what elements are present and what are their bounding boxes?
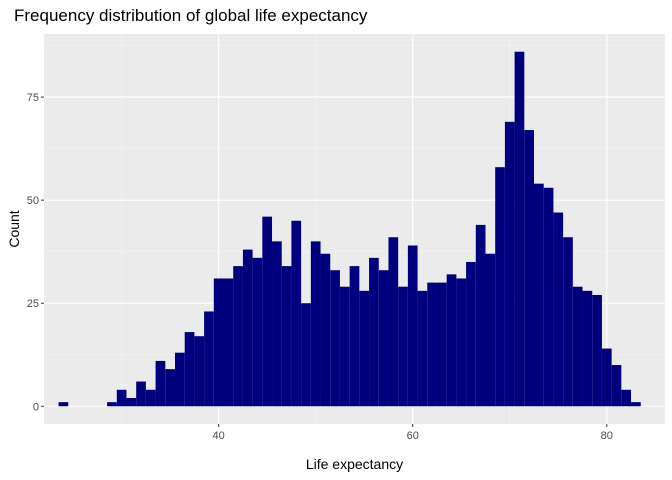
- histogram-bar: [466, 261, 476, 407]
- histogram-bar: [136, 381, 146, 407]
- histogram-bar: [456, 278, 467, 407]
- y-tick-label: 50: [27, 195, 39, 207]
- histogram-bar: [436, 282, 447, 407]
- histogram-bar: [145, 389, 156, 407]
- histogram-bar: [155, 360, 166, 407]
- histogram-bar: [485, 253, 496, 407]
- x-axis-ticks: 40 60 80: [213, 424, 613, 442]
- histogram-bar: [204, 311, 214, 407]
- histogram-bar: [601, 348, 612, 407]
- histogram-bar: [194, 336, 205, 407]
- histogram-bar: [242, 249, 253, 407]
- histogram-bar: [291, 220, 302, 407]
- histogram-bar: [184, 332, 195, 407]
- histogram-bar: [233, 266, 243, 407]
- chart-title: Frequency distribution of global life ex…: [14, 6, 368, 25]
- histogram-bar: [301, 303, 311, 407]
- histogram-bar: [126, 398, 137, 407]
- y-axis-title: Count: [6, 210, 22, 247]
- histogram-bar: [359, 290, 370, 407]
- histogram-bar: [213, 278, 224, 407]
- histogram-bar: [349, 266, 360, 407]
- histogram-bar: [504, 121, 515, 407]
- histogram-bar: [417, 290, 428, 407]
- histogram-bar: [339, 286, 350, 407]
- histogram-bar: [223, 278, 234, 407]
- histogram-bar: [553, 212, 564, 407]
- histogram-bar: [378, 270, 389, 407]
- histogram-bar: [272, 241, 282, 407]
- histogram-bar: [495, 167, 505, 407]
- bars: [58, 51, 641, 407]
- histogram-bar: [310, 241, 321, 407]
- histogram-bar: [582, 290, 593, 407]
- y-tick-label: 75: [27, 92, 39, 104]
- histogram-bar: [543, 187, 554, 407]
- histogram-bar: [534, 183, 544, 407]
- histogram-bar: [116, 389, 127, 407]
- histogram-bar: [281, 266, 292, 407]
- histogram-bar: [369, 257, 379, 407]
- histogram-bar: [572, 286, 583, 407]
- y-tick-label: 0: [33, 401, 39, 413]
- histogram-bar: [252, 257, 263, 407]
- histogram-bar: [398, 286, 408, 407]
- histogram-bar: [107, 402, 117, 407]
- histogram-bar: [563, 237, 573, 407]
- histogram-bar: [475, 224, 486, 407]
- histogram-bar: [592, 294, 602, 407]
- x-tick-label: 40: [213, 430, 225, 442]
- histogram-bar: [611, 365, 622, 407]
- histogram-bar: [407, 245, 418, 407]
- histogram-bar: [165, 369, 175, 407]
- histogram-bar: [320, 253, 331, 407]
- histogram-bar: [524, 130, 535, 407]
- histogram-bar: [330, 270, 340, 407]
- histogram-bar: [427, 282, 437, 407]
- histogram-bar: [262, 216, 273, 407]
- histogram-bar: [631, 402, 641, 407]
- x-axis-title: Life expectancy: [306, 456, 403, 472]
- histogram-bar: [388, 237, 399, 407]
- x-tick-label: 80: [601, 430, 613, 442]
- y-tick-label: 25: [27, 298, 39, 310]
- histogram-bar: [174, 352, 185, 407]
- histogram-bar: [621, 389, 632, 407]
- y-axis-ticks: 0 25 50 75: [27, 92, 44, 413]
- histogram-bar: [446, 274, 457, 407]
- histogram-bar: [514, 51, 525, 407]
- x-tick-label: 60: [407, 430, 419, 442]
- histogram-bar: [58, 402, 69, 407]
